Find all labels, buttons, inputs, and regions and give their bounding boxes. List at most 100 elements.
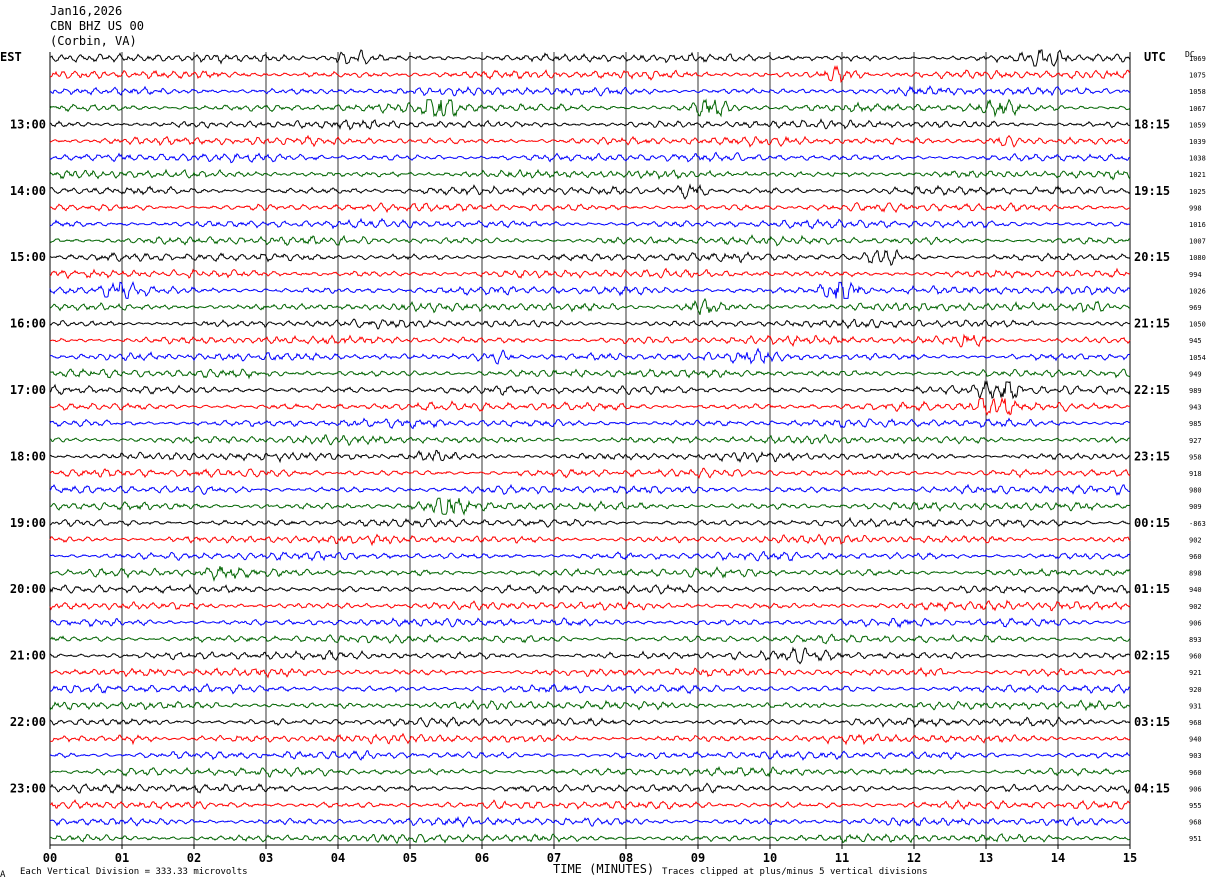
left-hour-label: 17:00 <box>10 383 46 397</box>
dc-offset-label: 1039 <box>1189 138 1206 146</box>
trace-row-37 <box>49 666 1131 679</box>
left-hour-label: 20:00 <box>10 582 46 596</box>
right-hour-label: 02:15 <box>1134 649 1170 663</box>
trace-row-0 <box>49 49 1131 67</box>
trace-row-43 <box>49 766 1131 778</box>
trace-row-19 <box>49 368 1131 380</box>
trace-row-35 <box>49 633 1131 645</box>
trace-row-21 <box>49 396 1131 416</box>
trace-row-39 <box>49 699 1131 712</box>
left-hour-label: 18:00 <box>10 449 46 463</box>
trace-row-26 <box>49 483 1131 496</box>
trace-row-44 <box>49 782 1131 794</box>
x-tick-label: 12 <box>907 851 921 865</box>
dc-offset-label: 1059 <box>1189 121 1206 129</box>
x-tick-label: 03 <box>259 851 273 865</box>
trace-row-24 <box>49 449 1131 464</box>
left-hour-label: 22:00 <box>10 715 46 729</box>
x-tick-label: 00 <box>43 851 57 865</box>
trace-row-10 <box>49 217 1131 230</box>
clipping-note: Traces clipped at plus/minus 5 vertical … <box>662 867 928 877</box>
trace-row-33 <box>49 599 1131 613</box>
dc-offset-label: 893 <box>1189 636 1202 644</box>
dc-offset-label: 960 <box>1189 653 1202 661</box>
dc-offset-label: 945 <box>1189 337 1202 345</box>
dc-offset-label: 927 <box>1189 437 1202 445</box>
trace-row-5 <box>49 134 1131 148</box>
dc-offset-label: 902 <box>1189 536 1202 544</box>
x-axis-title: TIME (MINUTES) <box>553 862 655 876</box>
dc-offset-label: 994 <box>1189 271 1202 279</box>
trace-row-47 <box>50 832 1131 845</box>
right-hour-label: 03:15 <box>1134 715 1170 729</box>
right-timezone-label: UTC <box>1144 50 1166 64</box>
dc-offset-label: 958 <box>1189 453 1202 461</box>
dc-offset-label: 1075 <box>1189 72 1206 80</box>
right-hour-label: 00:15 <box>1134 516 1170 530</box>
trace-row-30 <box>49 550 1131 562</box>
x-tick-label: 04 <box>331 851 345 865</box>
dc-offset-label: 931 <box>1189 702 1202 710</box>
dc-offset-label: 906 <box>1189 619 1202 627</box>
dc-offset-label: 960 <box>1189 553 1202 561</box>
left-hour-label: 19:00 <box>10 516 46 530</box>
trace-row-23 <box>49 433 1131 447</box>
dc-offset-label: 985 <box>1189 420 1202 428</box>
dc-offset-label: 1038 <box>1189 155 1206 163</box>
dc-offset-label: 949 <box>1189 370 1202 378</box>
trace-row-1 <box>50 65 1131 83</box>
dc-offset-label: 909 <box>1189 503 1202 511</box>
x-tick-label: 15 <box>1123 851 1137 865</box>
right-hour-label: 19:15 <box>1134 184 1170 198</box>
x-tick-label: 11 <box>835 851 849 865</box>
left-hour-label: 13:00 <box>10 117 46 131</box>
dc-offset-label: 989 <box>1189 387 1202 395</box>
right-hour-label: 18:15 <box>1134 117 1170 131</box>
dc-offset-label: 1069 <box>1189 55 1206 63</box>
dc-offset-label: 940 <box>1189 586 1202 594</box>
trace-row-29 <box>49 533 1131 547</box>
trace-row-8 <box>49 183 1131 200</box>
trace-row-15 <box>49 297 1131 315</box>
dc-offset-label: 898 <box>1189 570 1202 578</box>
left-timezone-label: EST <box>0 50 22 64</box>
x-tick-label: 01 <box>115 851 129 865</box>
right-hour-label: 22:15 <box>1134 383 1170 397</box>
dc-offset-label: 968 <box>1189 819 1202 827</box>
trace-row-20 <box>49 380 1131 400</box>
trace-row-42 <box>49 749 1131 761</box>
dc-offset-label: 943 <box>1189 404 1202 412</box>
trace-row-45 <box>49 799 1131 811</box>
trace-row-9 <box>49 201 1131 214</box>
dc-offset-label: 969 <box>1189 304 1202 312</box>
trace-row-2 <box>50 85 1131 97</box>
x-tick-label: 09 <box>691 851 705 865</box>
dc-offset-label: 998 <box>1189 204 1202 212</box>
x-tick-label: 08 <box>619 851 633 865</box>
trace-row-28 <box>49 516 1131 529</box>
right-hour-label: 20:15 <box>1134 250 1170 264</box>
left-hour-label: 23:00 <box>10 781 46 795</box>
trace-row-18 <box>49 347 1131 365</box>
trace-row-4 <box>49 118 1131 131</box>
trace-row-31 <box>49 566 1131 582</box>
trace-row-38 <box>49 683 1131 695</box>
plot-date: Jan16,2026 <box>50 4 123 18</box>
x-tick-label: 07 <box>547 851 561 865</box>
dc-offset-label: 1058 <box>1189 88 1206 96</box>
x-tick-label: 06 <box>475 851 489 865</box>
x-tick-label: 10 <box>763 851 777 865</box>
trace-row-32 <box>49 583 1131 595</box>
dc-offset-label: 980 <box>1189 487 1202 495</box>
left-hour-label: 15:00 <box>10 250 46 264</box>
right-hour-label: 01:15 <box>1134 582 1170 596</box>
trace-row-12 <box>49 248 1131 267</box>
x-tick-label: 14 <box>1051 851 1065 865</box>
dc-offset-label: 1067 <box>1189 105 1206 113</box>
dc-offset-label: 940 <box>1189 736 1202 744</box>
dc-offset-label: 920 <box>1189 686 1202 694</box>
dc-offset-label: 955 <box>1189 802 1202 810</box>
trace-row-17 <box>49 333 1131 348</box>
trace-row-36 <box>49 646 1131 665</box>
